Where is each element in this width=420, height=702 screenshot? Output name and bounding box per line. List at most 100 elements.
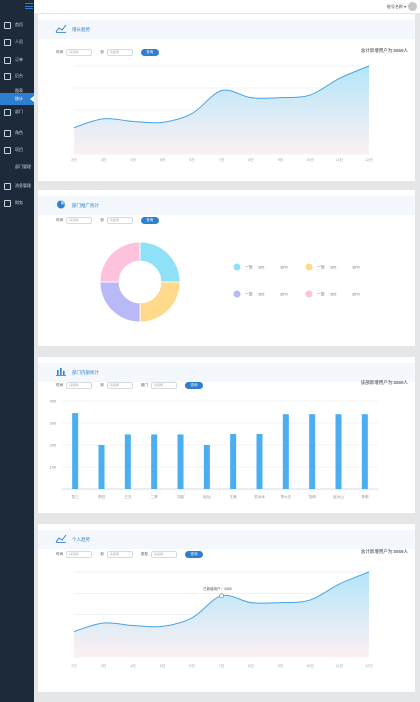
layers-icon xyxy=(4,108,11,116)
home-icon xyxy=(4,21,11,29)
x-tick-label: 4日 xyxy=(130,664,136,668)
query-button[interactable]: 查询 xyxy=(140,216,159,224)
sidebar-item[interactable]: 部门 xyxy=(0,106,34,118)
sidebar-item-label: 部门管理 xyxy=(15,164,31,169)
end-date-select[interactable]: 请选择 xyxy=(106,550,133,558)
bar xyxy=(335,414,342,489)
card-header: 增长趋势 xyxy=(38,20,415,39)
start-date-select[interactable]: 请选择 xyxy=(66,381,93,389)
time-label: 时间 xyxy=(56,217,64,222)
data-point xyxy=(191,617,193,619)
sidebar-item[interactable]: 项目 xyxy=(0,144,34,156)
x-tick-label: 5日 xyxy=(160,664,166,668)
sidebar-item-label: 后台 xyxy=(15,73,23,78)
filter-bar: 时间 请选择 到 请选择 查询 xyxy=(56,47,159,57)
bar xyxy=(98,445,105,489)
x-tick-label: 5日 xyxy=(160,158,166,162)
end-date-select[interactable]: 请选择 xyxy=(106,216,133,224)
data-point xyxy=(250,602,252,603)
data-point xyxy=(339,583,340,585)
card-title: 部门内部统计 xyxy=(72,370,99,375)
sidebar-item[interactable]: 消息管理 xyxy=(0,180,34,192)
legend-percent: 35% xyxy=(280,292,288,296)
bar xyxy=(151,434,158,489)
card-title: 部门推广统计 xyxy=(72,203,99,208)
x-tick-label: 范明 xyxy=(309,494,317,499)
sidebar-item[interactable]: 人员 xyxy=(0,36,34,48)
total-text: 该部新增用户为:5569人 xyxy=(360,380,408,385)
x-tick-label: 10日 xyxy=(306,158,314,162)
order-icon xyxy=(4,56,11,64)
dept-bar-chart: 100 200 300 400 张三 李四 王五 二哥 刘能 赵仙 王美 范冰冰 李大夫 范明 赵大山 李明 xyxy=(50,399,378,499)
topbar: 账号名称 ▾ xyxy=(34,0,420,13)
x-tick-label: 12日 xyxy=(365,158,373,162)
x-tick-label: 李明 xyxy=(361,494,369,499)
bar xyxy=(230,434,237,489)
data-point xyxy=(368,65,370,67)
user-menu[interactable]: 账号名称 ▾ xyxy=(386,4,406,9)
cloud-icon xyxy=(4,146,11,154)
total-text: 总计新增用户为:5569人 xyxy=(360,48,408,53)
end-date-select[interactable]: 请选择 xyxy=(106,381,133,389)
data-point xyxy=(162,121,163,123)
query-button[interactable]: 查询 xyxy=(184,381,203,389)
y-tick-label: 400 xyxy=(50,399,56,403)
trend-area-chart: 2日 3日 4日 5日 6日 7日 8日 9日 10日 11日 12日 xyxy=(71,65,373,162)
filter-bar: 时间 请选择 到 请选择 查询 xyxy=(56,215,159,225)
y-tick-label: 100 xyxy=(50,465,56,469)
bar xyxy=(256,434,263,489)
area-fill xyxy=(74,66,369,154)
legend-swatch xyxy=(305,263,313,271)
sidebar-item[interactable]: 首页 xyxy=(0,19,34,31)
data-point xyxy=(103,118,104,120)
legend-percent: 35% xyxy=(352,292,360,296)
sidebar-item-label: 统计 xyxy=(15,96,23,101)
x-tick-label: 11日 xyxy=(336,664,343,668)
to-label: 到 xyxy=(100,217,104,222)
avatar[interactable] xyxy=(408,2,417,11)
legend-percent: 35% xyxy=(280,265,288,269)
line-chart-icon xyxy=(55,534,67,543)
bar-chart-icon xyxy=(56,368,66,376)
x-tick-label: 赵大山 xyxy=(333,494,344,499)
data-point xyxy=(309,94,311,96)
sidebar-item[interactable]: 角色 xyxy=(0,127,34,139)
sidebar-item-label: 角色 xyxy=(15,130,23,135)
data-point xyxy=(162,626,163,627)
x-tick-label: 8日 xyxy=(248,158,254,162)
start-date-select[interactable]: 请选择 xyxy=(66,550,93,558)
x-tick-label: 2日 xyxy=(71,158,77,162)
dept-select[interactable]: 请选择 xyxy=(150,381,177,389)
tooltip-label: 已新增用户：3450 xyxy=(203,586,232,591)
query-button[interactable]: 查询 xyxy=(184,550,203,558)
filter-bar: 时间 请选择 到 请选择 部门 请选择 查询 xyxy=(56,380,203,390)
x-tick-label: 张三 xyxy=(72,494,80,499)
start-date-select[interactable]: 请选择 xyxy=(66,216,93,224)
x-tick-label: 3日 xyxy=(101,664,107,668)
legend-name: 一部 xyxy=(317,264,325,269)
grid-icon xyxy=(4,72,11,80)
bar-card: 部门内部统计 时间 请选择 到 请选择 部门 请选择 查询 该部新增用户为:55… xyxy=(38,357,415,513)
trend-card: 增长趋势 时间 请选择 到 请选择 查询 总计新增用户为:5569人 2日 3日 4… xyxy=(38,14,415,181)
type-select[interactable]: 请选择 xyxy=(150,550,177,558)
sidebar-item[interactable]: 图表 xyxy=(0,85,34,97)
sidebar-item[interactable]: 后台 xyxy=(0,70,34,82)
end-date-select[interactable]: 请选择 xyxy=(106,48,133,56)
sidebar-item[interactable]: 订单 xyxy=(0,54,34,66)
x-tick-label: 10日 xyxy=(306,664,314,668)
sidebar-item[interactable]: 统计 xyxy=(0,93,34,105)
hamburger-menu-icon[interactable] xyxy=(25,3,33,9)
x-tick-label: 7日 xyxy=(219,664,225,668)
x-tick-label: 王美 xyxy=(230,494,238,499)
doc-icon xyxy=(4,182,11,190)
start-date-select[interactable]: 请选择 xyxy=(66,48,93,56)
data-point xyxy=(191,113,193,114)
legend-value: 365 xyxy=(330,265,336,269)
query-button[interactable]: 查询 xyxy=(140,48,159,56)
sidebar-item-label: 图表 xyxy=(15,88,23,93)
data-point xyxy=(368,571,370,573)
sidebar-item[interactable]: 财务 xyxy=(0,197,34,209)
sidebar-item-label: 项目 xyxy=(15,147,23,152)
bar xyxy=(361,414,368,489)
sidebar-item[interactable]: 部门管理 xyxy=(0,161,34,173)
